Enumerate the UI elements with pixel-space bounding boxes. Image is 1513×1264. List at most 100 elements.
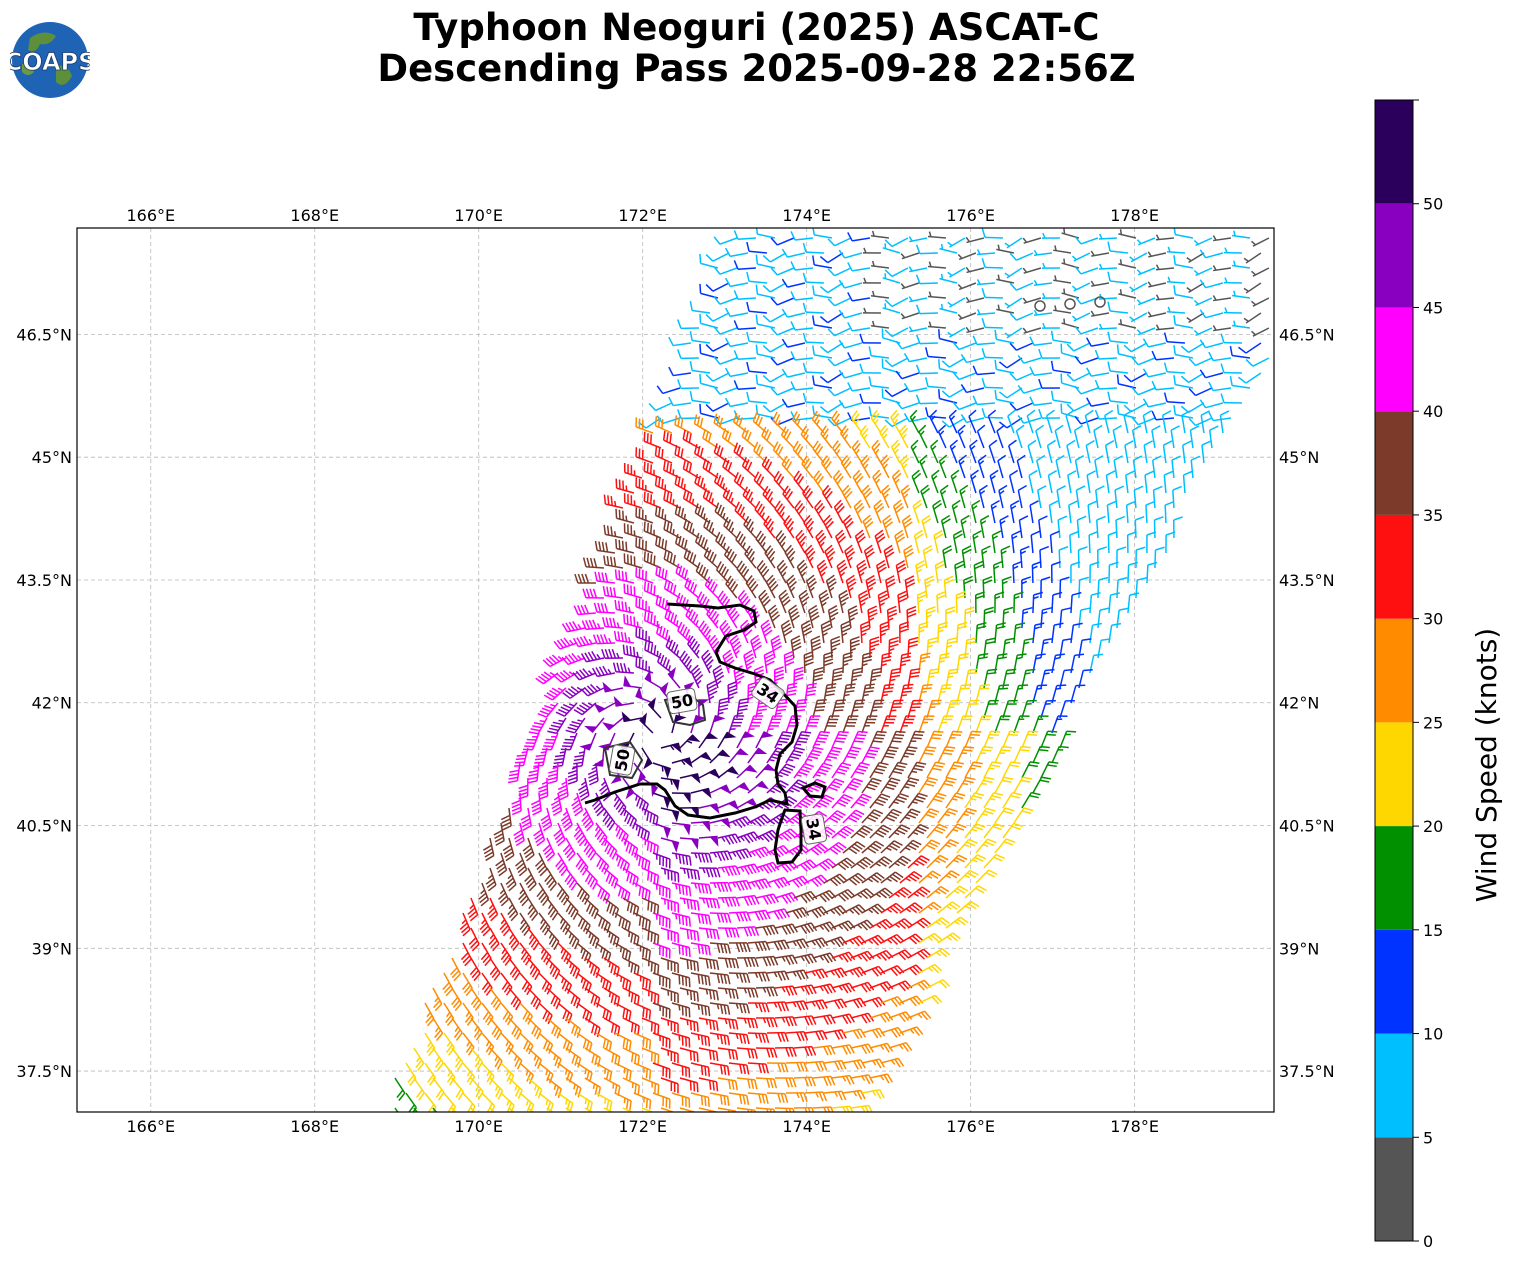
lon-label-top: 166°E (126, 206, 175, 225)
wind-barb (1094, 455, 1104, 479)
wind-barb (1212, 295, 1232, 302)
wind-barb (581, 619, 604, 631)
wind-barb (635, 477, 654, 494)
wind-barb (1232, 290, 1251, 299)
wind-barb (922, 544, 933, 569)
wind-barb (951, 499, 961, 524)
wind-barb (660, 837, 680, 853)
wind-barb (812, 285, 833, 299)
wind-barb (1212, 235, 1232, 242)
wind-barb (949, 439, 959, 464)
wind-barb (812, 315, 833, 329)
wind-barb (1066, 342, 1091, 352)
wind-barb (1188, 417, 1213, 427)
wind-barb (812, 345, 833, 359)
wind-barb (1002, 730, 1020, 749)
wind-barb (1009, 372, 1034, 381)
wind-barb (1002, 761, 1021, 779)
wind-barb (997, 454, 1007, 479)
wind-barb (1173, 345, 1194, 359)
wind-barb (1008, 469, 1019, 494)
wind-barb (1107, 241, 1129, 254)
wind-barb (1142, 409, 1153, 434)
wind-barb (728, 815, 753, 829)
wind-barb (870, 290, 890, 299)
wind-barb (543, 687, 567, 701)
wind-barb (897, 590, 908, 614)
wind-barb (994, 622, 1006, 644)
wind-barb (705, 402, 730, 412)
contour-label: 50 (666, 687, 698, 715)
wind-barb (975, 776, 995, 794)
wind-barb (819, 312, 844, 324)
wind-barb (1021, 730, 1039, 749)
wind-barb (1232, 230, 1251, 239)
wind-barb (574, 573, 596, 584)
wind-barb (915, 364, 938, 375)
wind-barb (823, 778, 845, 794)
contour-label: 34 (800, 813, 828, 845)
wind-barb (892, 499, 904, 524)
wind-barb (635, 686, 654, 704)
wind-barb (952, 401, 977, 411)
wind-barb (1050, 390, 1072, 404)
wind-barb (812, 666, 824, 689)
wind-barb (838, 369, 863, 379)
wind-barb (890, 409, 901, 434)
wind-barb (907, 730, 925, 749)
wind-barb (1015, 424, 1025, 449)
wind-barb (1143, 440, 1153, 464)
wind-barb (840, 620, 851, 644)
wind-barb (1077, 546, 1088, 569)
wind-barb (1152, 485, 1163, 509)
wind-barb (1090, 280, 1110, 287)
wind-barb (915, 244, 938, 255)
wind-barb (1147, 281, 1167, 288)
wind-barb (976, 249, 995, 256)
wind-barb (1038, 515, 1048, 539)
wind-barb (804, 746, 824, 764)
colorbar-tick-label: 30 (1423, 610, 1443, 629)
wind-barb (827, 237, 852, 247)
wind-barb (764, 545, 776, 569)
lat-label-right: 42°N (1279, 694, 1319, 713)
wind-barb (1078, 607, 1091, 629)
wind-barb (983, 730, 1001, 749)
wind-barb (1180, 402, 1205, 414)
wind-barb (861, 777, 882, 794)
wind-barb (915, 304, 938, 315)
wind-barb (728, 848, 753, 860)
colorbar-bins (1374, 99, 1414, 1242)
wind-barb (1093, 424, 1103, 449)
wind-barb (915, 334, 938, 345)
coaps-logo: COAPS (10, 22, 90, 98)
wind-barb (1040, 607, 1052, 629)
wind-barb (601, 717, 624, 731)
wind-barb (964, 699, 980, 719)
wind-barb (1173, 255, 1194, 269)
wind-barb (1108, 592, 1120, 614)
wind-barb (1193, 297, 1213, 307)
wind-barb (690, 852, 713, 863)
wind-barb (972, 335, 995, 346)
wind-barb (1116, 374, 1137, 389)
wind-barb (802, 485, 814, 509)
wind-barb (862, 307, 881, 314)
wind-barb (882, 243, 901, 254)
wind-barb (790, 231, 814, 241)
wind-barb (1094, 379, 1117, 390)
wind-barb (1000, 545, 1011, 569)
wind-barb (852, 469, 864, 494)
wind-barb (1238, 342, 1262, 354)
wind-barb (685, 606, 700, 629)
wind-barb (743, 516, 757, 539)
wind-barb (847, 232, 871, 242)
wind-barb (1245, 357, 1270, 367)
wind-barb (1094, 349, 1117, 360)
wind-barb (1078, 576, 1089, 599)
wind-barb (1125, 470, 1135, 494)
wind-barb (1088, 530, 1099, 554)
wind-barb (1022, 267, 1042, 274)
wind-barb (1071, 312, 1091, 322)
wind-barb (781, 338, 806, 348)
